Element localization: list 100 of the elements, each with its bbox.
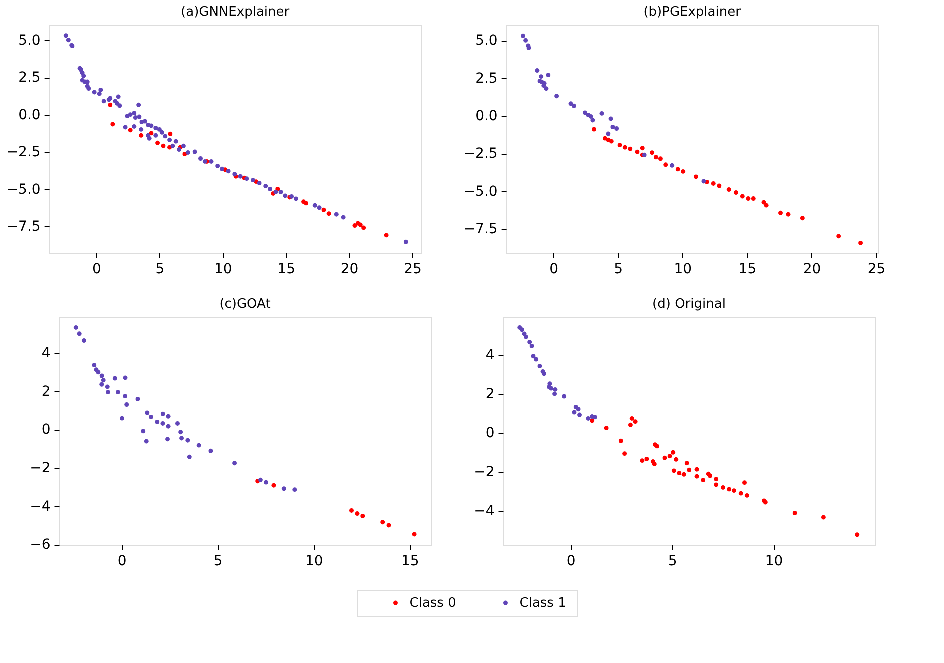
- point: [350, 508, 354, 513]
- x-tick-label: 10: [765, 554, 784, 570]
- point: [538, 364, 542, 369]
- y-tick-label: −2.5: [464, 146, 498, 162]
- point: [539, 74, 544, 80]
- point: [606, 132, 611, 136]
- point: [123, 394, 128, 399]
- point: [292, 488, 298, 492]
- point: [654, 155, 658, 160]
- point: [590, 418, 595, 424]
- y-tick-label: −5.0: [6, 182, 41, 198]
- point: [726, 188, 732, 192]
- x-tick-label: 25: [868, 262, 886, 278]
- point: [128, 128, 133, 133]
- point: [572, 104, 576, 108]
- point: [821, 515, 826, 520]
- point: [74, 326, 78, 330]
- point: [144, 439, 149, 444]
- point: [640, 458, 645, 464]
- point: [677, 471, 682, 476]
- point: [542, 84, 546, 88]
- point: [208, 448, 214, 454]
- point: [670, 163, 675, 168]
- point: [668, 454, 672, 459]
- point: [562, 394, 567, 399]
- y-tick-label: −7.5: [464, 221, 498, 238]
- point: [650, 150, 655, 156]
- point: [528, 340, 532, 345]
- point: [855, 532, 860, 538]
- point: [178, 430, 184, 435]
- point: [530, 344, 534, 348]
- point: [116, 390, 120, 395]
- point: [702, 179, 706, 184]
- point: [746, 196, 751, 202]
- x-tick-label: 10: [305, 554, 324, 570]
- point: [180, 436, 184, 441]
- point: [628, 422, 633, 428]
- point: [304, 201, 309, 206]
- point: [576, 407, 581, 412]
- y-tick-label: −5.0: [464, 184, 498, 200]
- point: [546, 73, 551, 78]
- point: [123, 376, 128, 380]
- x-tick-label: 5: [156, 262, 165, 278]
- x-tick-label: 0: [118, 554, 127, 570]
- point: [166, 414, 171, 419]
- point: [721, 485, 726, 490]
- x-tick-label: 10: [214, 262, 232, 278]
- point: [535, 68, 540, 74]
- point: [160, 412, 166, 416]
- point: [160, 421, 166, 426]
- legend-label: Class 0: [410, 596, 456, 611]
- x-tick-label: 15: [402, 554, 420, 570]
- point: [282, 486, 286, 492]
- point: [711, 181, 716, 186]
- y-tick-label: −4: [474, 504, 495, 520]
- x-tick-label: 15: [278, 262, 296, 278]
- point: [614, 126, 620, 131]
- point: [544, 86, 549, 92]
- y-tick-label: 0.0: [476, 108, 498, 124]
- point: [633, 420, 638, 424]
- point: [786, 212, 791, 217]
- x-tick-label: 25: [404, 262, 422, 278]
- point: [604, 426, 609, 431]
- point: [740, 194, 745, 199]
- point: [610, 125, 616, 130]
- point: [186, 438, 190, 443]
- point: [714, 477, 719, 482]
- point: [738, 491, 744, 496]
- point: [524, 334, 528, 340]
- x-tick-label: 20: [803, 262, 822, 278]
- x-tick-label: 15: [738, 262, 757, 278]
- point: [360, 514, 366, 518]
- point: [578, 412, 582, 418]
- y-tick-label: 2.5: [476, 70, 498, 87]
- y-tick-label: 4: [486, 348, 495, 364]
- chart-title: (c)GOAt: [220, 297, 271, 312]
- point: [592, 127, 596, 132]
- point: [326, 212, 332, 216]
- point: [362, 226, 366, 230]
- point: [145, 410, 150, 416]
- point: [694, 467, 700, 472]
- x-tick-label: 5: [614, 262, 624, 278]
- x-tick-label: 5: [668, 554, 678, 570]
- point: [586, 416, 591, 421]
- point: [858, 240, 864, 246]
- point: [751, 196, 756, 202]
- y-tick-label: −2: [474, 464, 495, 481]
- y-tick-label: 5.0: [476, 33, 498, 50]
- point: [521, 34, 526, 38]
- point: [622, 452, 628, 456]
- y-tick-label: 0: [486, 426, 495, 442]
- y-tick-label: −6: [30, 537, 51, 554]
- point: [676, 167, 680, 172]
- y-tick-label: 2: [42, 384, 51, 400]
- point: [176, 421, 180, 426]
- point: [380, 520, 386, 525]
- y-tick-label: 0: [42, 422, 51, 438]
- point: [742, 480, 747, 486]
- point: [352, 224, 358, 228]
- point: [272, 483, 276, 488]
